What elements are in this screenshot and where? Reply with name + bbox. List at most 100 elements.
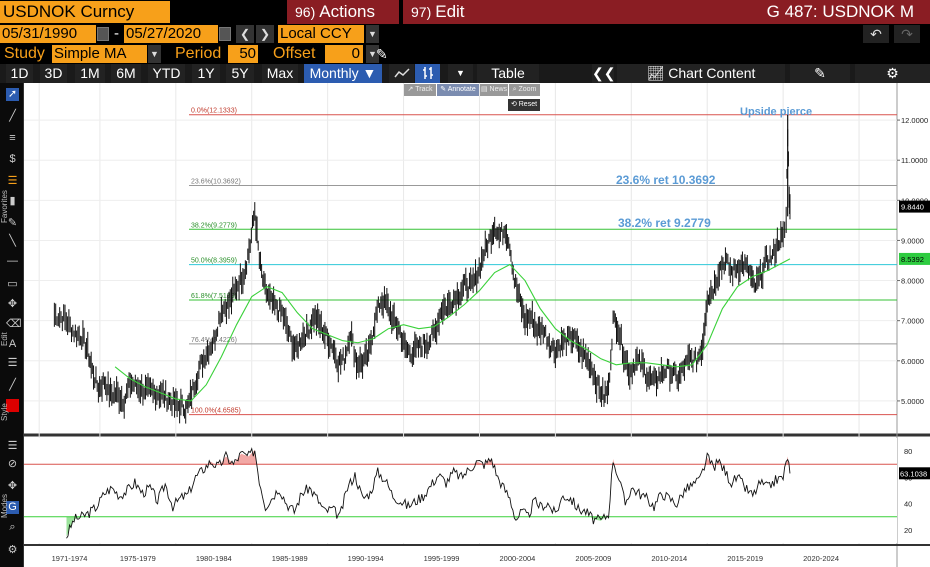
study-select[interactable]: Simple MA xyxy=(52,45,147,63)
undo-icon[interactable]: ↶ xyxy=(863,25,889,43)
modes-label: Modes xyxy=(0,493,9,518)
date-range-bar: 05/31/1990 - 05/27/2020 ❮ ❯ Local CCY ▼ … xyxy=(0,24,930,44)
chevron-down-icon[interactable]: ▼ xyxy=(366,25,379,43)
header-bar: USDNOK Curncy 96) Actions 97) Edit G 487: … xyxy=(0,0,930,24)
channel-icon[interactable]: ▮ xyxy=(9,195,16,207)
actions-shortcut: 96) xyxy=(295,4,316,20)
annotation-text: 23.6% ret 10.3692 xyxy=(616,173,716,187)
list-icon[interactable]: ☰ xyxy=(7,440,18,452)
currency-select[interactable]: Local CCY xyxy=(278,25,364,43)
period-1y[interactable]: 1Y xyxy=(192,64,220,83)
prev-arrow-icon[interactable]: ❮ xyxy=(236,25,254,43)
line-chart-icon[interactable] xyxy=(389,64,414,83)
period-max[interactable]: Max xyxy=(262,64,298,83)
color-swatch-icon[interactable] xyxy=(6,399,19,412)
gear-icon[interactable]: ⚙ xyxy=(7,544,18,556)
x-tick-label: 2000-2004 xyxy=(499,554,535,563)
pencil-icon[interactable]: ✎ xyxy=(7,217,18,229)
news-label: News xyxy=(489,86,508,93)
last-price-label: 9.8440 xyxy=(901,203,924,212)
edit-menu[interactable]: 97) Edit xyxy=(403,0,518,24)
eraser-icon[interactable]: ⌫ xyxy=(6,318,22,330)
next-arrow-icon[interactable]: ❯ xyxy=(256,25,274,43)
period-ytd[interactable]: YTD xyxy=(148,64,185,83)
ma-price-label: 8.5392 xyxy=(901,255,924,264)
ruler-icon[interactable]: ▭ xyxy=(7,278,18,290)
annotation-popup: ↗ Track ✎ Annotate ▤ News ⌕ Zoom ⟲ Reset xyxy=(404,84,540,115)
x-tick-label: 1975-1979 xyxy=(120,554,156,563)
dollar-icon[interactable]: $ xyxy=(9,153,16,165)
brush-icon[interactable]: ╲ xyxy=(9,235,16,247)
fib-level-label: 23.6%(10.3692) xyxy=(191,179,241,186)
collapse-icon[interactable]: ❮❮ xyxy=(592,64,616,83)
start-date-field[interactable]: 05/31/1990 xyxy=(0,25,96,43)
edit-shortcut: 97) xyxy=(411,4,432,20)
x-tick-label: 2005-2009 xyxy=(575,554,611,563)
news-button[interactable]: ▤ News xyxy=(480,84,508,96)
y-axis-bg xyxy=(897,83,930,567)
fib-level-label: 50.0%(8.3959) xyxy=(191,258,237,265)
price-chart[interactable]: 0.0%(12.1333) 23.6%(10.3692) 38.2%(9.2779)… xyxy=(24,83,930,567)
price-panel: 0.0%(12.1333) 23.6%(10.3692) 38.2%(9.2779)… xyxy=(24,83,930,567)
frequency-select[interactable]: Monthly ▼ xyxy=(304,64,382,83)
chart-area[interactable]: 0.0%(12.1333) 23.6%(10.3692) 38.2%(9.2779)… xyxy=(24,83,930,567)
x-tick-label: 1980-1984 xyxy=(196,554,232,563)
ticker-field[interactable]: USDNOK Curncy xyxy=(0,1,170,23)
style-label: Style xyxy=(0,403,9,421)
line-style-icon[interactable]: ☰ xyxy=(7,357,18,369)
chart-icon: 📈︎ xyxy=(646,65,669,81)
crosshair-icon[interactable]: ⊘ xyxy=(7,458,18,470)
text-icon[interactable]: A xyxy=(8,338,17,350)
fibonacci-icon[interactable]: ☰ xyxy=(7,175,18,187)
period-field[interactable]: 50 xyxy=(228,45,258,63)
zoom-button[interactable]: ⌕ Zoom xyxy=(509,84,540,96)
end-date-field[interactable]: 05/27/2020 xyxy=(124,25,218,43)
chevron-down-icon[interactable]: ▼ xyxy=(148,45,161,63)
x-tick-label: 2015-2019 xyxy=(727,554,763,563)
offset-label: Offset xyxy=(273,45,316,62)
pointer-icon[interactable]: ➚ xyxy=(6,88,19,101)
reset-label: Reset xyxy=(518,101,538,108)
ma-price-tag xyxy=(899,252,930,265)
move-icon[interactable]: ✥ xyxy=(7,298,18,310)
offset-field[interactable]: 0 xyxy=(325,45,363,63)
rsi-y-tick: 40 xyxy=(904,500,912,509)
period-5y[interactable]: 5Y xyxy=(226,64,254,83)
annotate-button[interactable]: ✎ Annotate xyxy=(437,84,479,96)
period-6m[interactable]: 6M xyxy=(111,64,141,83)
period-1m[interactable]: 1M xyxy=(75,64,105,83)
bar-chart-icon[interactable] xyxy=(415,64,440,83)
study-label: Study xyxy=(4,45,45,62)
redo-icon[interactable]: ↷ xyxy=(894,25,920,43)
brush-style-icon[interactable]: ╱ xyxy=(9,379,16,391)
gear-icon[interactable]: ⚙ xyxy=(855,64,930,83)
fib-level-label: 0.0%(12.1333) xyxy=(191,108,237,115)
price-y-tick: 11.0000 xyxy=(901,156,928,165)
zoom-icon[interactable]: ⌕ xyxy=(9,521,16,533)
period-1d[interactable]: 1D xyxy=(6,64,33,83)
chevron-down-icon[interactable]: ▼ xyxy=(366,45,379,63)
calendar-icon[interactable] xyxy=(97,27,109,41)
actions-menu[interactable]: 96) Actions xyxy=(287,0,399,24)
draw-line-icon[interactable]: ╱ xyxy=(9,110,16,122)
edit-label: Edit xyxy=(435,2,465,21)
rsi-last-label: 63.1038 xyxy=(900,469,927,478)
table-button[interactable]: Table xyxy=(477,64,539,83)
chart-content-button[interactable]: 📈︎ Chart Content xyxy=(617,64,785,83)
price-y-tick: 6.0000 xyxy=(901,357,924,366)
period-3d[interactable]: 3D xyxy=(40,64,67,83)
fib-level-label: 61.8%(7.5139) xyxy=(191,293,237,300)
calendar-icon[interactable] xyxy=(219,27,231,41)
price-y-tick: 9.0000 xyxy=(901,236,924,245)
price-panel-bg xyxy=(24,83,930,435)
trend-icon[interactable]: ≡ xyxy=(9,132,16,144)
reset-button[interactable]: ⟲ Reset xyxy=(508,99,540,111)
line-tool-icon[interactable]: — xyxy=(7,255,18,267)
annotate-mode-icon[interactable]: G xyxy=(6,501,19,514)
track-button[interactable]: ↗ Track xyxy=(404,84,436,96)
edit-chart-icon[interactable]: ✎ xyxy=(790,64,850,83)
pen-icon[interactable]: ✎ xyxy=(376,46,388,62)
chevron-down-icon[interactable]: ▼ xyxy=(448,64,473,83)
target-icon[interactable]: ✥ xyxy=(7,480,18,492)
annotation-text: Upside pierce xyxy=(740,106,812,118)
